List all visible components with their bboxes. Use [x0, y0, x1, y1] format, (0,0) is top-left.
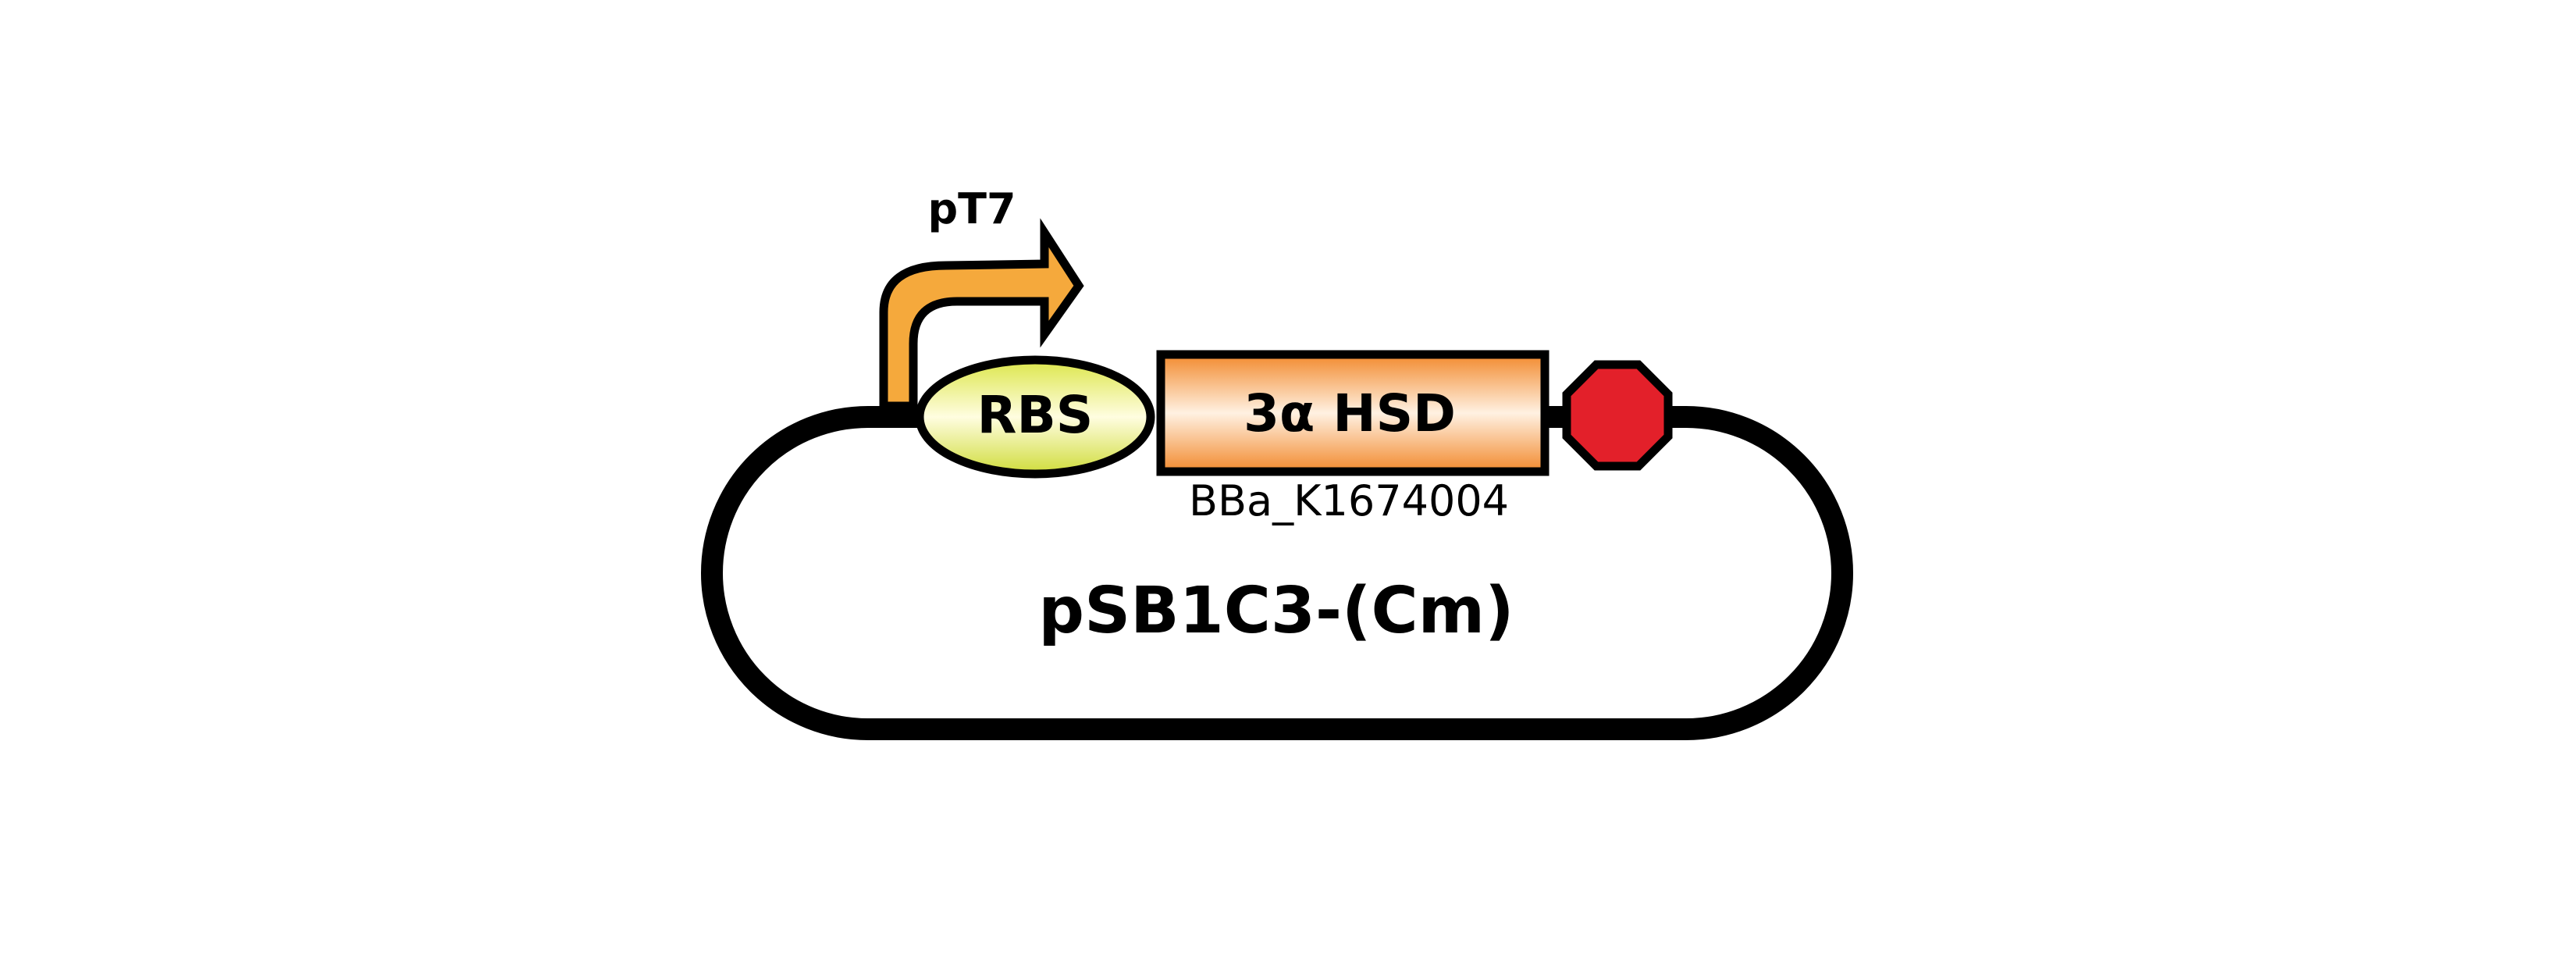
promoter-label: pT7 — [927, 184, 1016, 233]
part-id-label: BBa_K1674004 — [1189, 476, 1509, 525]
rbs-label: RBS — [977, 385, 1094, 445]
rbs-ellipse — [915, 355, 1155, 479]
plasmid-label: pSB1C3-(Cm) — [1038, 574, 1514, 648]
gene-box — [1156, 350, 1550, 476]
gene-label: 3α HSD — [1244, 383, 1456, 443]
plasmid-backbone — [701, 406, 1853, 740]
stop-octagon-icon — [1562, 360, 1673, 471]
promoter-arrow-icon — [879, 218, 1084, 411]
